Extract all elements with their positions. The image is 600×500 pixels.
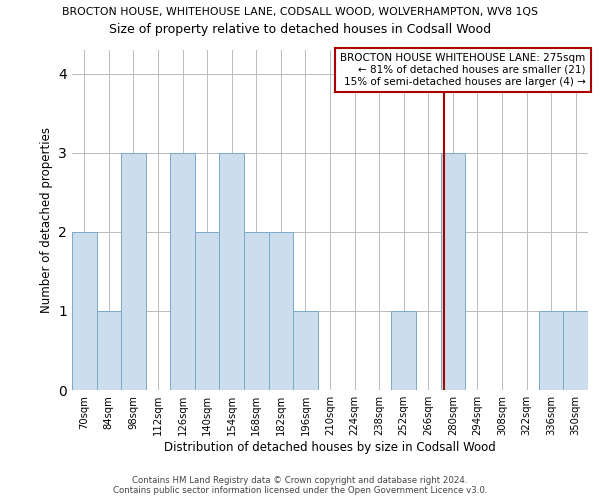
Bar <box>170 153 195 390</box>
Bar <box>269 232 293 390</box>
Bar <box>440 153 465 390</box>
Bar <box>195 232 220 390</box>
Bar <box>539 311 563 390</box>
Y-axis label: Number of detached properties: Number of detached properties <box>40 127 53 313</box>
Bar <box>97 311 121 390</box>
Bar <box>121 153 146 390</box>
Text: BROCTON HOUSE, WHITEHOUSE LANE, CODSALL WOOD, WOLVERHAMPTON, WV8 1QS: BROCTON HOUSE, WHITEHOUSE LANE, CODSALL … <box>62 8 538 18</box>
Bar <box>244 232 269 390</box>
X-axis label: Distribution of detached houses by size in Codsall Wood: Distribution of detached houses by size … <box>164 441 496 454</box>
Bar <box>220 153 244 390</box>
Text: Contains HM Land Registry data © Crown copyright and database right 2024.
Contai: Contains HM Land Registry data © Crown c… <box>113 476 487 495</box>
Bar <box>293 311 318 390</box>
Text: BROCTON HOUSE WHITEHOUSE LANE: 275sqm
← 81% of detached houses are smaller (21)
: BROCTON HOUSE WHITEHOUSE LANE: 275sqm ← … <box>340 54 586 86</box>
Bar <box>391 311 416 390</box>
Bar <box>72 232 97 390</box>
Bar <box>563 311 588 390</box>
Text: Size of property relative to detached houses in Codsall Wood: Size of property relative to detached ho… <box>109 22 491 36</box>
